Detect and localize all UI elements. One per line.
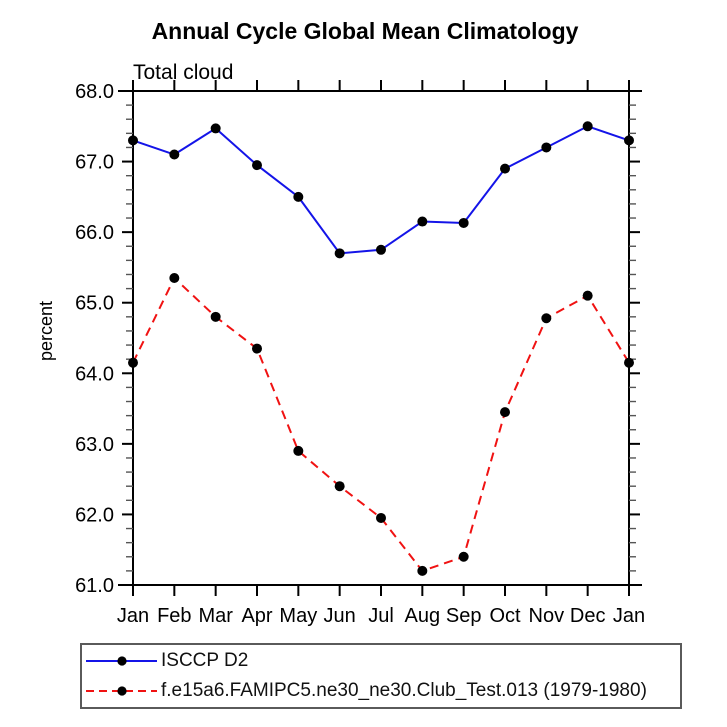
data-point <box>624 135 634 146</box>
y-axis-label: percent <box>36 301 56 361</box>
data-point <box>500 163 510 174</box>
data-point <box>458 217 469 228</box>
data-point <box>252 160 262 171</box>
series-line-0 <box>132 125 630 255</box>
svg-text:Jan: Jan <box>613 605 645 627</box>
data-point <box>376 512 386 523</box>
legend-sample-line-solid <box>86 656 157 666</box>
svg-text:67.0: 67.0 <box>75 152 114 174</box>
axes: Jan Feb Mar Apr May Jun Jul Aug Sep Oct Nov Dec Jan6… <box>75 80 645 627</box>
data-point <box>458 551 469 562</box>
data-point <box>210 311 221 322</box>
svg-text:Feb: Feb <box>157 605 191 627</box>
legend-label-isccp: ISCCP D2 <box>161 650 249 671</box>
svg-text:68.0: 68.0 <box>75 81 114 103</box>
data-point <box>293 445 304 456</box>
svg-text:Sep: Sep <box>446 605 482 627</box>
data-point <box>582 290 593 301</box>
chart-title: Annual Cycle Global Mean Climatology <box>152 18 579 44</box>
plot-area: Annual Cycle Global Mean Climatology Tot… <box>36 18 645 627</box>
svg-text:Oct: Oct <box>489 605 521 627</box>
data-point <box>334 248 345 259</box>
data-point <box>252 343 262 354</box>
svg-text:May: May <box>279 605 317 627</box>
data-point <box>169 149 180 160</box>
series <box>128 121 634 576</box>
data-point <box>500 407 510 418</box>
svg-text:66.0: 66.0 <box>75 222 114 244</box>
svg-text:Apr: Apr <box>241 605 272 627</box>
svg-text:64.0: 64.0 <box>75 363 114 385</box>
data-point <box>582 121 593 132</box>
data-point <box>417 216 428 227</box>
data-point <box>210 123 221 134</box>
svg-text:Jun: Jun <box>324 605 356 627</box>
legend-sample-line-dashed <box>86 686 157 696</box>
data-point <box>128 357 138 368</box>
series-line-1 <box>132 276 630 573</box>
svg-text:62.0: 62.0 <box>75 504 114 526</box>
data-point <box>541 142 552 153</box>
legend-label-model: f.e15a6.FAMIPC5.ne30_ne30.Club_Test.013 … <box>161 680 647 701</box>
svg-text:Aug: Aug <box>405 605 441 627</box>
data-point <box>624 357 634 368</box>
legend-row-model: f.e15a6.FAMIPC5.ne30_ne30.Club_Test.013 … <box>82 677 680 705</box>
svg-text:63.0: 63.0 <box>75 434 114 456</box>
svg-text:Jan: Jan <box>117 605 149 627</box>
svg-text:65.0: 65.0 <box>75 293 114 315</box>
legend: ISCCP D2 f.e15a6.FAMIPC5.ne30_ne30.Club_… <box>80 643 682 709</box>
svg-text:Dec: Dec <box>570 605 606 627</box>
data-point <box>417 565 428 576</box>
data-point <box>334 481 345 492</box>
data-point <box>541 313 552 324</box>
data-point <box>169 273 180 284</box>
data-point <box>376 244 386 255</box>
data-point <box>293 191 304 202</box>
svg-text:Nov: Nov <box>529 605 565 627</box>
data-point <box>128 135 138 146</box>
svg-text:Jul: Jul <box>368 605 394 627</box>
svg-text:Mar: Mar <box>198 605 233 627</box>
legend-row-isccp: ISCCP D2 <box>82 647 680 675</box>
svg-text:61.0: 61.0 <box>75 575 114 597</box>
chart-subtitle: Total cloud <box>133 61 233 84</box>
